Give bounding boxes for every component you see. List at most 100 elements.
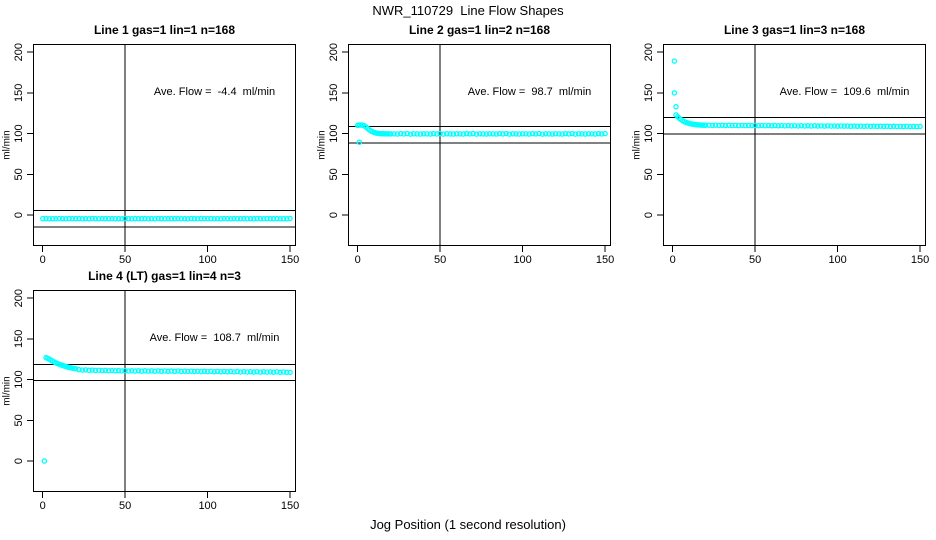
data-point <box>224 369 231 375</box>
data-point <box>185 368 191 375</box>
data-point <box>671 90 678 96</box>
data-point <box>280 369 287 375</box>
data-point <box>148 215 155 222</box>
y-tick-label: 50 <box>13 168 25 180</box>
data-point <box>575 131 582 137</box>
data-point <box>109 215 115 222</box>
data-point <box>168 215 175 222</box>
data-point <box>516 131 523 137</box>
ave-flow-annotation: Ave. Flow = 108.7 ml/min <box>149 332 280 344</box>
data-point <box>533 131 539 137</box>
data-point <box>739 122 745 129</box>
data-point <box>171 215 178 222</box>
data-point <box>237 369 244 375</box>
data-point <box>63 215 69 222</box>
data-point <box>582 131 589 137</box>
x-tick-label: 100 <box>198 500 216 512</box>
data-point <box>161 368 168 374</box>
data-point <box>569 130 575 137</box>
data-point <box>447 131 453 137</box>
data-point <box>244 215 250 222</box>
panel-title: Line 3 gas=1 lin=3 n=168 <box>723 23 866 37</box>
data-point <box>356 139 363 146</box>
data-point <box>775 123 782 129</box>
data-point <box>861 123 867 130</box>
data-point <box>513 131 519 137</box>
data-point <box>857 123 864 129</box>
data-point <box>871 123 877 129</box>
data-point <box>155 215 161 222</box>
data-point <box>218 369 224 375</box>
data-point <box>158 215 165 222</box>
data-point <box>155 368 161 374</box>
data-point <box>254 215 260 222</box>
data-point <box>453 131 460 137</box>
data-point <box>142 215 148 222</box>
data-point <box>440 131 447 137</box>
data-point <box>79 215 86 222</box>
plot-area: 0 50 100 150 0 50 100 150 200 <box>328 43 614 266</box>
data-point <box>496 130 503 137</box>
data-point <box>274 369 280 375</box>
data-point <box>201 368 208 375</box>
data-point <box>284 216 290 222</box>
data-point <box>805 123 811 129</box>
x-tick-label: 100 <box>198 254 216 266</box>
data-point <box>96 215 102 222</box>
data-point <box>115 367 122 374</box>
y-tick-label: 0 <box>13 212 25 218</box>
x-tick-label: 150 <box>911 254 929 266</box>
data-point <box>706 122 712 128</box>
data-point <box>539 131 546 137</box>
data-point <box>914 123 920 130</box>
data-point <box>115 215 122 222</box>
x-tick-label: 150 <box>281 254 299 266</box>
data-point <box>148 368 155 374</box>
panel-line-2: Line 2 gas=1 lin=2 n=168 ml/min Ave. Flo… <box>317 23 615 266</box>
data-point <box>89 215 95 222</box>
data-point <box>241 368 247 375</box>
data-point <box>562 130 569 137</box>
data-point <box>175 215 181 222</box>
data-point <box>874 123 880 130</box>
data-point <box>791 122 798 129</box>
data-point <box>194 215 201 222</box>
data-point <box>125 368 132 374</box>
data-point <box>287 215 293 222</box>
data-point <box>181 215 188 222</box>
data-point <box>191 215 198 222</box>
data-point <box>772 122 778 129</box>
ave-flow-annotation: Ave. Flow = 109.6 ml/min <box>779 86 910 98</box>
plot-box <box>663 44 926 246</box>
chart-main-title: NWR_110729 Line Flow Shapes <box>372 3 564 18</box>
x-tick-label: 50 <box>749 254 761 266</box>
data-point <box>43 215 49 222</box>
data-point <box>854 123 861 130</box>
data-point <box>712 122 719 128</box>
data-point <box>394 131 401 137</box>
data-point <box>808 123 814 129</box>
data-point <box>430 130 437 137</box>
data-point <box>765 122 772 129</box>
data-point <box>759 122 765 129</box>
data-point <box>112 215 119 222</box>
data-point <box>251 369 257 375</box>
data-point <box>237 215 244 222</box>
y-tick-label: 0 <box>643 212 655 218</box>
data-point <box>795 123 801 129</box>
data-point <box>881 123 887 130</box>
data-point <box>135 367 142 374</box>
data-point <box>214 215 221 222</box>
data-point <box>168 368 175 374</box>
data-point <box>198 215 204 222</box>
data-point <box>145 215 152 222</box>
data-point <box>592 131 598 137</box>
data-point <box>175 368 181 374</box>
plot-area: 0 50 100 150 0 50 100 150 200 <box>643 43 929 266</box>
x-tick-label: 50 <box>119 254 131 266</box>
data-point <box>782 123 788 129</box>
y-tick-label: 150 <box>328 84 340 102</box>
data-point <box>729 122 735 129</box>
data-point <box>519 131 526 137</box>
data-point <box>444 131 450 137</box>
